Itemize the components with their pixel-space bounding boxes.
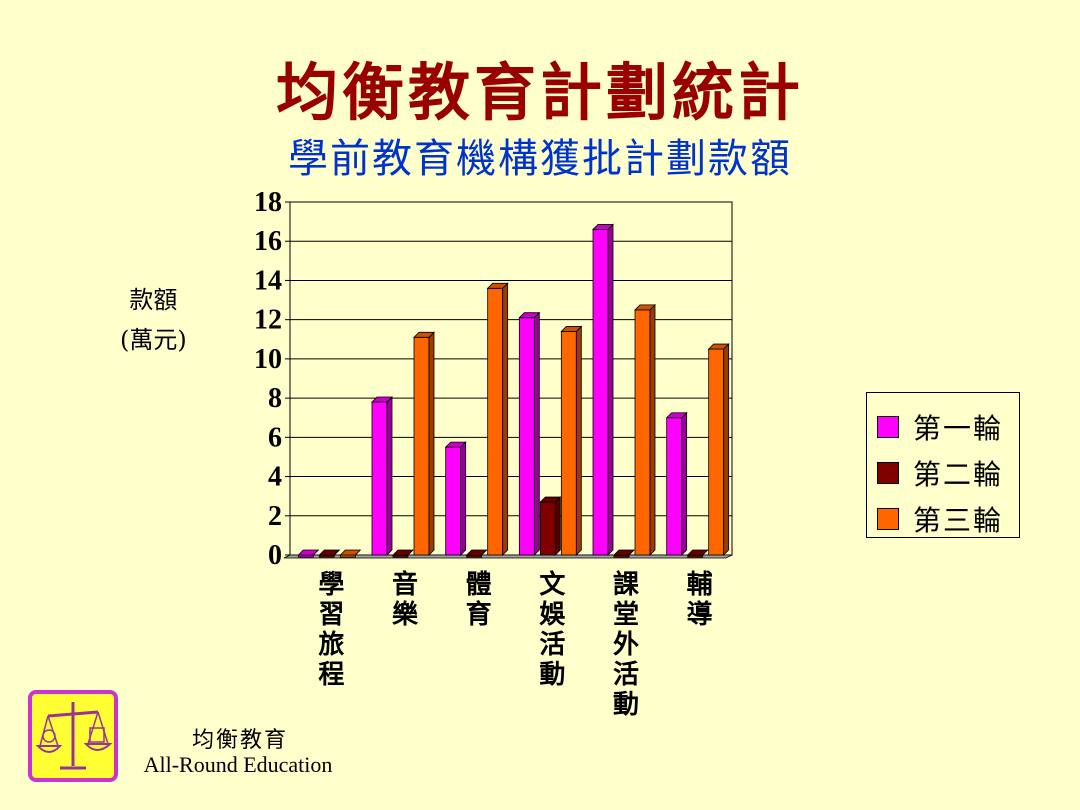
bar-top	[339, 549, 362, 556]
bar-top	[560, 326, 583, 332]
bar	[371, 401, 388, 556]
bar-top	[371, 396, 393, 403]
bar-side	[386, 396, 393, 556]
bar-side	[607, 223, 614, 556]
bar	[708, 348, 725, 556]
bar	[560, 331, 577, 556]
y-tick-label: 14	[254, 265, 282, 296]
legend-label-round3: 第三輪	[913, 504, 1004, 537]
bar-top	[539, 496, 562, 503]
y-tick-label: 12	[254, 305, 282, 336]
logo	[28, 690, 118, 782]
y-tick-label: 18	[254, 187, 282, 218]
legend-item-round1: 第一輪	[877, 407, 1003, 447]
page-title: 均衡教育計劃統計	[275, 56, 804, 129]
x-category-label: 輔導	[682, 570, 713, 630]
bar-side	[554, 496, 561, 556]
balance-scale-icon	[35, 702, 113, 770]
bar-side	[723, 343, 730, 556]
bar-top	[665, 412, 688, 419]
legend-swatch-round3	[877, 508, 899, 530]
legend-item-round2: 第二輪	[877, 453, 1003, 493]
bar-top	[318, 549, 341, 556]
legend-label-round1: 第一輪	[913, 412, 1004, 445]
bar-top	[634, 304, 656, 311]
bar-top	[707, 343, 730, 350]
footer-org-cn: 均衡教育	[191, 728, 288, 753]
bar-side	[428, 331, 435, 556]
bar	[539, 501, 556, 556]
page-subtitle: 學前教育機構獲批計劃款額	[288, 136, 792, 182]
bar	[666, 417, 683, 556]
bar-side	[681, 411, 688, 556]
bar	[487, 287, 504, 556]
y-tick-label: 2	[268, 501, 282, 532]
y-tick-label: 10	[254, 344, 282, 375]
plot-area	[289, 201, 733, 556]
y-tick-label: 0	[268, 540, 282, 571]
y-axis-label: 款額 (萬元)	[120, 280, 187, 360]
y-axis-label-line2: (萬元)	[120, 326, 187, 354]
bar-top	[486, 282, 509, 289]
x-category-label: 音樂	[387, 570, 418, 630]
legend-label-round2: 第二輪	[913, 458, 1004, 491]
x-category-label: 課堂外活動	[608, 570, 639, 720]
bar-top	[592, 224, 614, 230]
x-category-label: 文娛活動	[534, 570, 565, 690]
bar-top	[413, 331, 435, 338]
bar-top	[465, 549, 488, 556]
bar	[413, 336, 430, 556]
y-tick-label: 8	[268, 383, 282, 414]
bar-top	[518, 312, 541, 319]
bar-top	[444, 441, 467, 448]
y-tick-label: 6	[268, 422, 282, 453]
chart-legend: 第一輪 第二輪 第三輪	[866, 392, 1020, 538]
bar	[445, 446, 462, 556]
bar-side	[460, 441, 467, 556]
bar-top	[297, 549, 320, 556]
y-tick-label: 16	[254, 226, 282, 257]
bar-side	[575, 325, 582, 556]
bar-side	[502, 282, 509, 556]
x-category-label: 體育	[461, 570, 492, 630]
bar	[592, 229, 609, 556]
bar-top	[392, 549, 414, 556]
x-category-label: 學習旅程	[313, 570, 344, 690]
footer-org-en: All-Round Education	[143, 752, 333, 777]
bar-side	[649, 303, 656, 556]
legend-swatch-round1	[877, 416, 899, 438]
bar	[634, 309, 651, 556]
bar	[518, 317, 535, 556]
legend-swatch-round2	[877, 462, 899, 484]
legend-item-round3: 第三輪	[877, 499, 1003, 539]
bar-side	[533, 311, 540, 556]
y-tick-label: 4	[268, 462, 282, 493]
y-axis-label-line1: 款額	[129, 286, 178, 314]
bar-top	[686, 549, 709, 556]
bar-top	[613, 549, 635, 556]
